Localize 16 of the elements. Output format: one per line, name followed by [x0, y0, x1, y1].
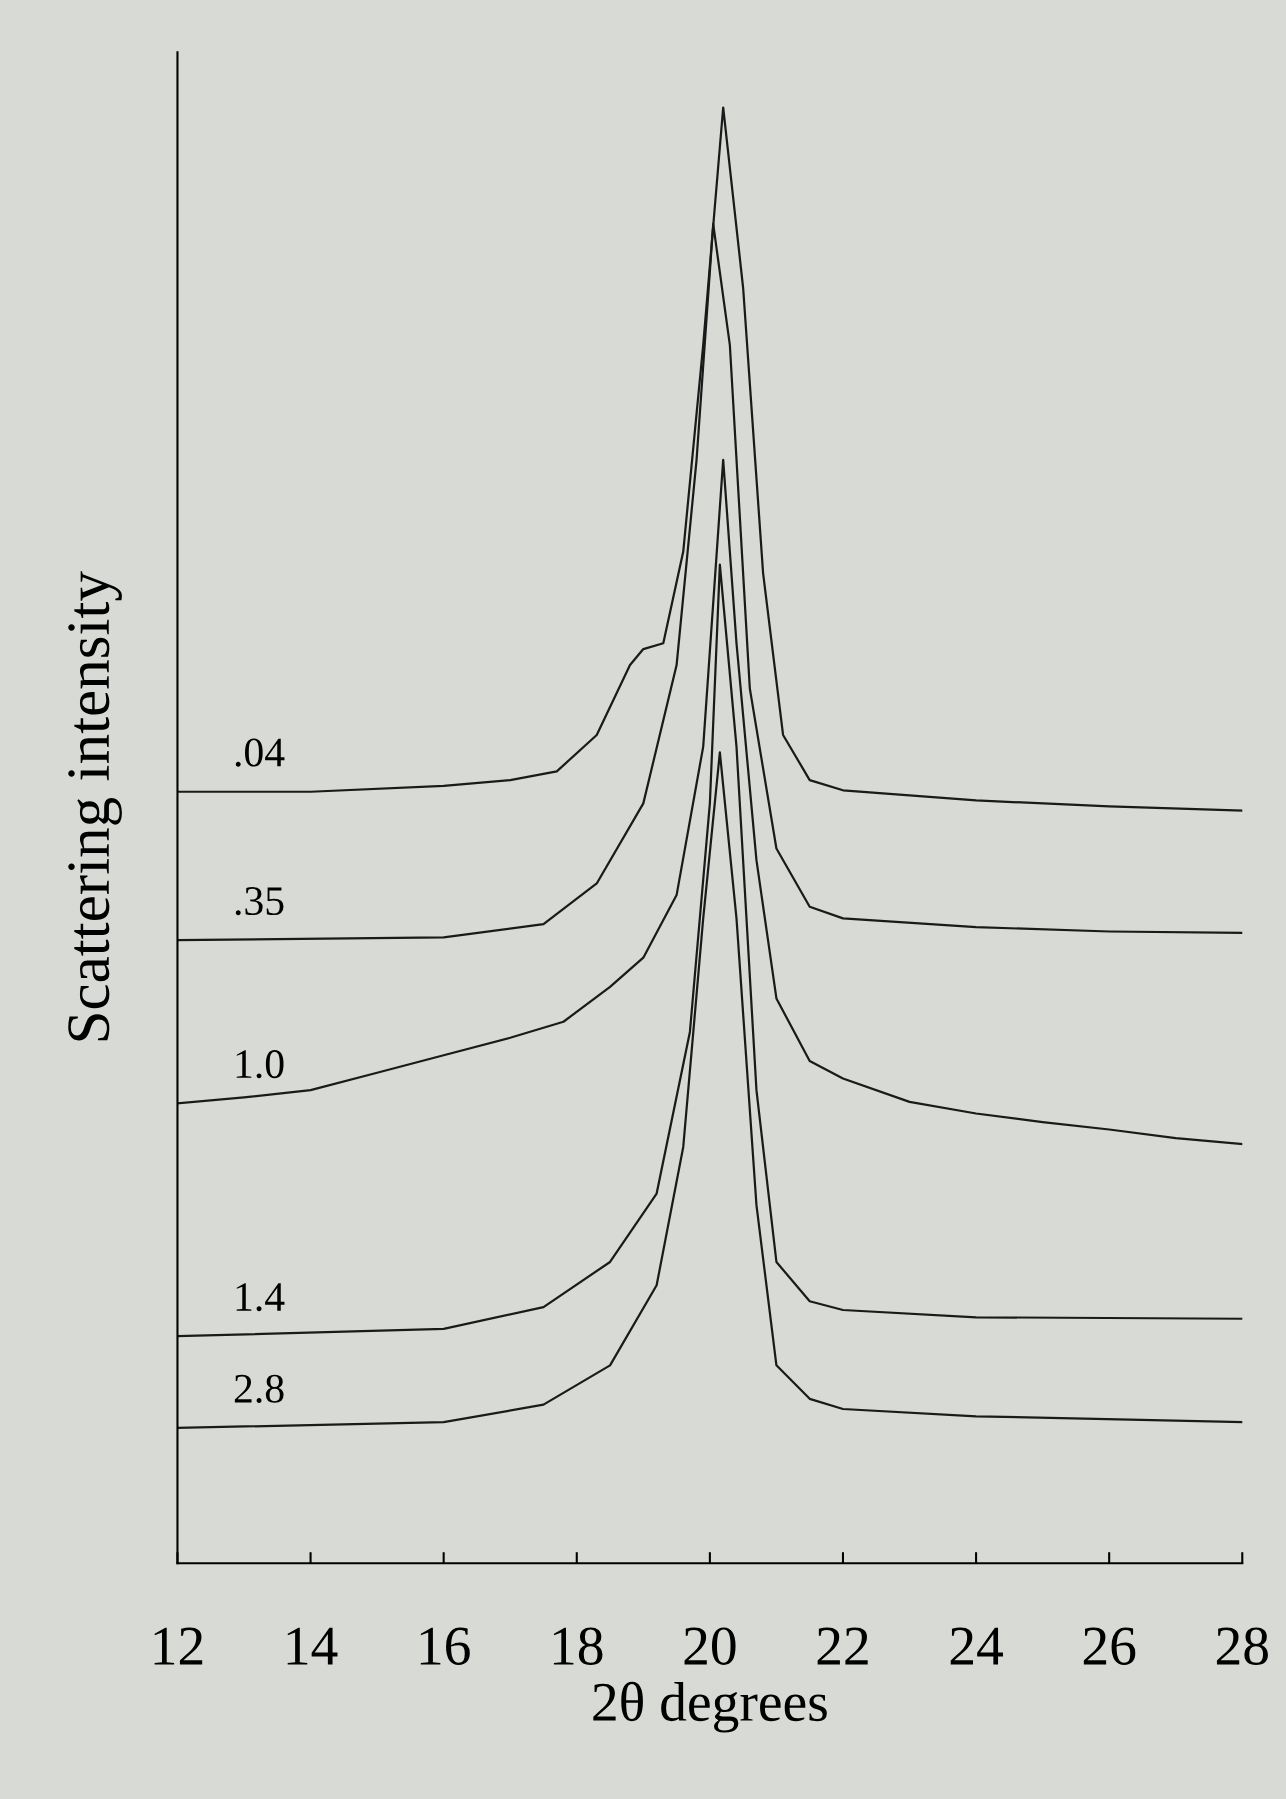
series-label: 2.8	[234, 1374, 284, 1403]
x-tick-label: 12	[154, 1627, 203, 1665]
y-axis-title: Scattering intensity	[68, 571, 122, 1041]
x-tick-label: 24	[950, 1627, 1003, 1665]
series-label: .04	[235, 738, 285, 767]
x-tick-label: 28	[1216, 1627, 1268, 1665]
x-tick-label: 26	[1083, 1627, 1136, 1665]
x-tick-label: 20	[684, 1627, 736, 1665]
x-tick-label: 16	[420, 1627, 470, 1665]
x-axis-title: 2θ degrees	[593, 1681, 827, 1733]
x-tick-label: 22	[817, 1627, 868, 1665]
series-label: .35	[235, 887, 284, 916]
x-tick-label: 14	[287, 1627, 338, 1665]
series-label: 1.4	[236, 1283, 285, 1312]
series-label: 1.0	[236, 1050, 284, 1079]
x-tick-label: 18	[553, 1627, 603, 1665]
